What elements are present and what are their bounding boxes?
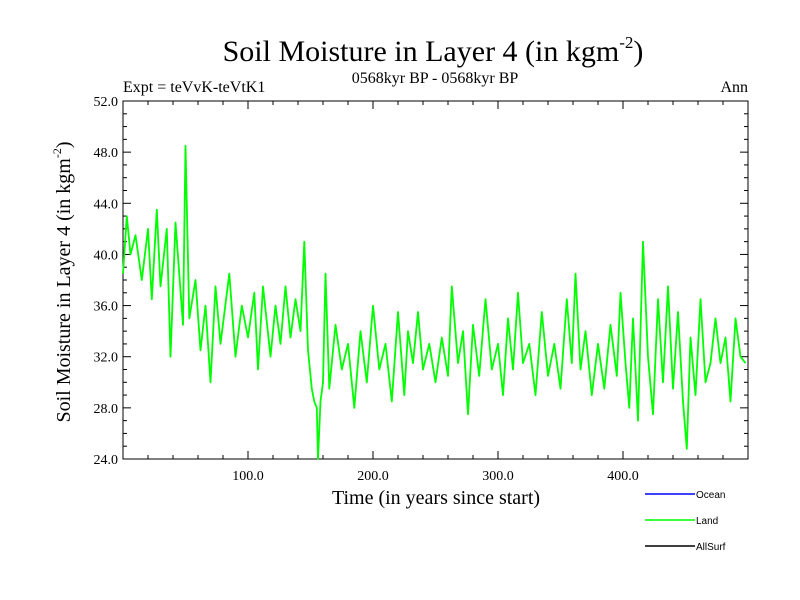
season-label: Ann	[720, 79, 748, 96]
x-tick-label: 200.0	[357, 469, 389, 484]
y-tick-label: 52.0	[94, 95, 119, 110]
plot-area: 100.0 200.0 300.0 400.0 24.0 28.0 32.0 36.0 40.0…	[94, 95, 749, 484]
series-line-land	[122, 144, 747, 460]
legend-label-ocean: Ocean	[696, 490, 725, 501]
y-axis-label: Soil Moisture in Layer 4 (in kgm-2)	[50, 141, 75, 422]
y-tick-label: 28.0	[94, 402, 119, 417]
x-tick-label: 300.0	[482, 469, 514, 484]
x-tick-label: 100.0	[232, 469, 264, 484]
y-tick-label: 48.0	[94, 146, 119, 161]
y-tick-label: 32.0	[94, 351, 119, 366]
y-tick-label: 44.0	[94, 197, 119, 212]
y-tick-label: 36.0	[94, 300, 119, 315]
y-axis-label-exponent: -2	[50, 148, 64, 158]
chart-title: Soil Moisture in Layer 4 (in kgm-2)	[223, 33, 644, 68]
legend: Ocean Land AllSurf	[645, 490, 726, 553]
y-tick-label: 40.0	[94, 248, 119, 263]
legend-label-allsurf: AllSurf	[696, 542, 726, 553]
chart-title-exponent: -2	[619, 33, 633, 52]
experiment-label: Expt = teVvK-teVtK1	[123, 79, 265, 96]
y-tick-label: 24.0	[94, 453, 119, 468]
x-tick-label: 400.0	[607, 469, 639, 484]
legend-label-land: Land	[696, 516, 718, 527]
chart-subtitle: 0568kyr BP - 0568kyr BP	[352, 70, 519, 87]
x-axis-label: Time (in years since start)	[332, 487, 540, 509]
